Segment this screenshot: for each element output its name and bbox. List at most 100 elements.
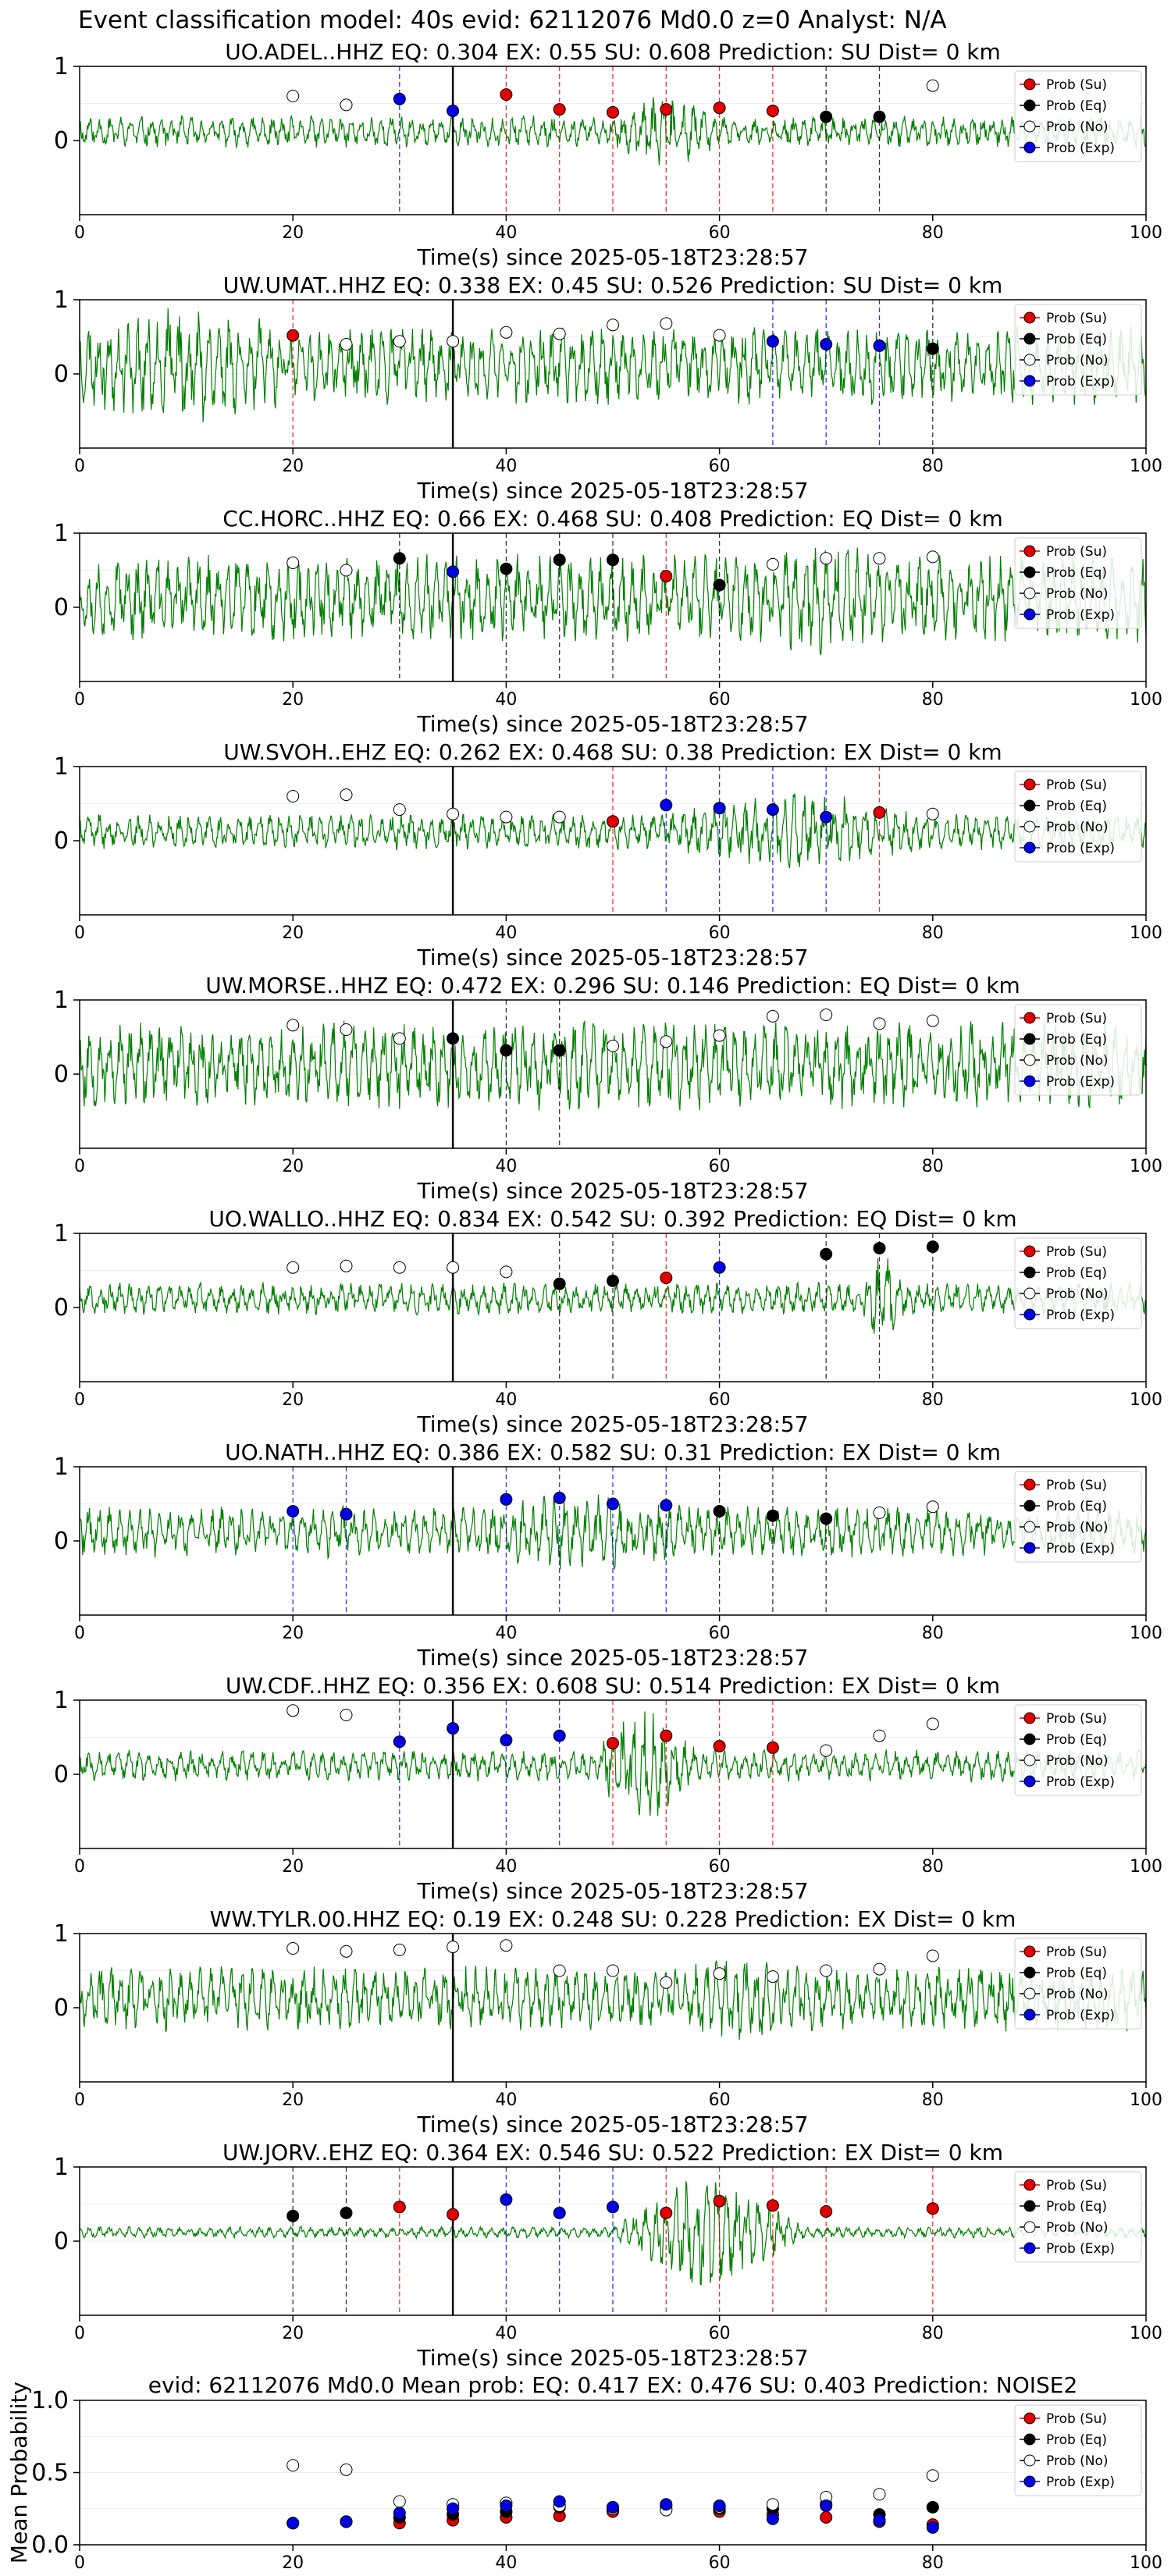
legend-marker bbox=[1023, 120, 1036, 133]
prob-point-no bbox=[287, 790, 300, 802]
legend-box bbox=[1014, 2404, 1142, 2496]
x-tick-label: 100 bbox=[1130, 2090, 1162, 2110]
legend-marker bbox=[1023, 333, 1036, 345]
legend-label: Prob (Eq) bbox=[1046, 2199, 1107, 2215]
prob-point-exp bbox=[500, 1493, 513, 1506]
legend-label: Prob (Exp) bbox=[1046, 2008, 1115, 2023]
prob-point-eq bbox=[500, 1044, 513, 1057]
prob-point-no bbox=[713, 1029, 726, 1042]
x-tick-label: 0 bbox=[74, 2553, 85, 2573]
mean-point-exp bbox=[500, 2500, 513, 2513]
legend-box bbox=[1014, 1237, 1142, 1329]
prob-point-no bbox=[873, 1017, 886, 1030]
prob-point-exp bbox=[607, 2201, 619, 2214]
x-tick-label: 100 bbox=[1130, 1390, 1162, 1410]
y-tick-label: 1 bbox=[54, 1220, 69, 1247]
x-tick-label: 80 bbox=[922, 2324, 944, 2343]
prob-point-exp bbox=[287, 1505, 300, 1517]
x-axis-label: Time(s) since 2025-05-18T23:28:57 bbox=[416, 478, 808, 503]
legend-marker bbox=[1023, 1245, 1036, 1258]
legend-marker bbox=[1023, 1945, 1036, 1958]
y-tick-label: 0 bbox=[54, 1061, 69, 1088]
legend-marker bbox=[1023, 1478, 1036, 1491]
x-tick-label: 100 bbox=[1130, 1857, 1162, 1877]
legend-marker bbox=[1023, 1308, 1036, 1321]
mean-point-exp bbox=[287, 2517, 300, 2530]
x-tick-label: 0 bbox=[74, 223, 85, 243]
prob-point-no bbox=[287, 1261, 300, 1274]
x-tick-label: 20 bbox=[282, 923, 304, 943]
y-tick-label: 0 bbox=[54, 1994, 69, 2022]
waveform-trace bbox=[79, 308, 1147, 422]
x-tick-label: 0 bbox=[74, 1390, 85, 1410]
legend-label: Prob (Su) bbox=[1046, 1711, 1107, 1727]
legend-label: Prob (No) bbox=[1046, 1753, 1109, 1769]
prob-point-no bbox=[393, 335, 406, 348]
x-tick-label: 60 bbox=[709, 1390, 731, 1410]
prob-point-no bbox=[340, 1023, 353, 1036]
prob-point-exp bbox=[447, 1722, 460, 1735]
mean-point-exp bbox=[447, 2502, 460, 2515]
x-axis-label: Time(s) since 2025-05-18T23:28:57 bbox=[416, 2112, 808, 2137]
x-axis-label: Time(s) since 2025-05-18T23:28:57 bbox=[416, 1645, 808, 1670]
x-tick-label: 20 bbox=[282, 1157, 304, 1176]
y-tick-label: 1 bbox=[54, 53, 69, 80]
y-tick-label: 0 bbox=[54, 127, 69, 155]
legend-box bbox=[1014, 1704, 1142, 1796]
x-tick-label: 60 bbox=[709, 690, 731, 710]
panel-title: UW.SVOH..EHZ EQ: 0.262 EX: 0.468 SU: 0.3… bbox=[223, 739, 1002, 765]
x-tick-label: 40 bbox=[495, 1390, 517, 1410]
x-tick-label: 20 bbox=[282, 457, 304, 476]
mean-probability-panel: evid: 62112076 Md0.0 Mean prob: EQ: 0.41… bbox=[6, 2372, 1162, 2573]
prob-point-eq bbox=[340, 2206, 353, 2219]
prob-point-no bbox=[607, 1964, 619, 1977]
legend-marker bbox=[1023, 354, 1036, 366]
legend-label: Prob (Exp) bbox=[1046, 141, 1115, 156]
prob-point-no bbox=[447, 807, 460, 820]
mean-point-no bbox=[766, 2498, 779, 2511]
x-tick-label: 80 bbox=[922, 1857, 944, 1877]
legend-marker bbox=[1023, 141, 1036, 154]
legend-label: Prob (Eq) bbox=[1046, 332, 1107, 347]
prob-point-no bbox=[713, 1967, 726, 1980]
x-tick-label: 0 bbox=[74, 457, 85, 476]
legend-box bbox=[1014, 304, 1142, 396]
prob-point-exp bbox=[393, 92, 406, 105]
legend-box bbox=[1014, 537, 1142, 629]
legend-label: Prob (Su) bbox=[1046, 544, 1107, 560]
prob-point-no bbox=[393, 803, 406, 817]
mean-point-no bbox=[287, 2459, 300, 2472]
prob-point-exp bbox=[820, 338, 833, 350]
x-tick-label: 20 bbox=[282, 1390, 304, 1410]
prob-point-no bbox=[340, 1709, 353, 1721]
x-tick-label: 0 bbox=[74, 923, 85, 943]
panel-title: UO.NATH..HHZ EQ: 0.386 EX: 0.582 SU: 0.3… bbox=[225, 1439, 1001, 1465]
prob-point-exp bbox=[820, 810, 833, 824]
prob-point-no bbox=[340, 1944, 353, 1958]
prob-point-exp bbox=[500, 1734, 513, 1747]
y-tick-label: 0 bbox=[54, 1294, 69, 1322]
panel-title: UO.WALLO..HHZ EQ: 0.834 EX: 0.542 SU: 0.… bbox=[208, 1206, 1016, 1232]
prob-point-su bbox=[607, 1737, 619, 1750]
prob-point-su bbox=[766, 105, 779, 117]
prob-point-no bbox=[447, 335, 460, 348]
prob-point-exp bbox=[766, 803, 779, 817]
x-tick-label: 40 bbox=[495, 457, 517, 476]
legend-label: Prob (No) bbox=[1046, 1053, 1109, 1069]
legend-marker bbox=[1023, 2412, 1036, 2425]
x-tick-label: 40 bbox=[495, 923, 517, 943]
waveform-panel-10: UW.JORV..EHZ EQ: 0.364 EX: 0.546 SU: 0.5… bbox=[54, 2140, 1162, 2371]
prob-point-no bbox=[873, 1729, 886, 1742]
legend-label: Prob (Exp) bbox=[1046, 1308, 1115, 1323]
legend-label: Prob (Eq) bbox=[1046, 1499, 1107, 1514]
prob-point-su bbox=[500, 88, 513, 101]
legend-box bbox=[1014, 2171, 1142, 2263]
prob-point-no bbox=[500, 1265, 513, 1279]
legend-label: Prob (Exp) bbox=[1046, 1541, 1115, 1557]
x-tick-label: 80 bbox=[922, 1157, 944, 1176]
prob-point-no bbox=[447, 1261, 460, 1274]
x-tick-label: 80 bbox=[922, 2090, 944, 2110]
prob-point-su bbox=[287, 329, 300, 342]
legend-label: Prob (Eq) bbox=[1046, 98, 1107, 114]
